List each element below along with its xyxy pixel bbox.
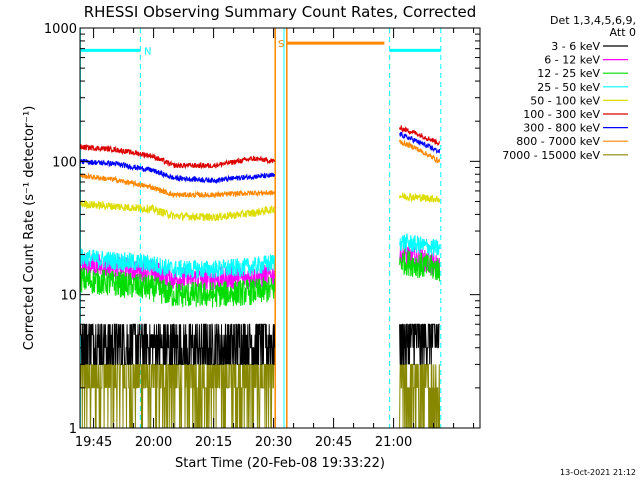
plot-frame (79, 27, 481, 429)
series-line (399, 233, 441, 257)
series-line (399, 138, 441, 164)
y-tick-label: 100 (52, 155, 77, 170)
x-axis-label: Start Time (20-Feb-08 19:33:22) (175, 456, 385, 471)
annotation-label: N (144, 46, 151, 57)
legend-header: Att 0 (610, 26, 636, 39)
legend-entry-label: 300 - 800 keV (523, 122, 600, 135)
x-axis: 19:45 20:00 20:15 20:30 20:45 21:00 (75, 28, 475, 450)
legend-entry-label: 25 - 50 keV (537, 81, 600, 94)
legend-entry-label: 12 - 25 keV (537, 67, 600, 80)
y-tick-label: 1 (69, 422, 77, 437)
footer-timestamp: 13-Oct-2021 21:12 (560, 468, 636, 477)
x-tick-label: 20:00 (135, 435, 172, 450)
series-line (79, 248, 276, 280)
legend-entry-label: 7000 - 15000 keV (502, 149, 600, 162)
legend-entry-label: 800 - 7000 keV (516, 135, 600, 148)
x-tick-label: 20:30 (255, 435, 292, 450)
annotation-label: S (278, 39, 284, 50)
x-tick-label: 20:45 (315, 435, 352, 450)
plot-area: NS (79, 28, 442, 429)
series-line (79, 143, 276, 170)
series-line (399, 323, 440, 365)
series-line (399, 363, 441, 429)
series-line (399, 248, 441, 282)
x-tick-label: 21:00 (375, 435, 412, 450)
series-line (399, 124, 441, 146)
x-tick-label: 20:15 (195, 435, 232, 450)
series-line (79, 323, 276, 365)
y-axis: 1 10 100 1000 (44, 22, 480, 437)
legend-entry-label: 100 - 300 keV (523, 108, 600, 121)
legend-entry-label: 50 - 100 keV (530, 94, 600, 107)
legend-header: Det 1,3,4,5,6,9, (550, 14, 636, 27)
series-line (79, 158, 276, 185)
series-line (399, 131, 441, 155)
chart-title: RHESSI Observing Summary Count Rates, Co… (84, 3, 477, 21)
series-line (79, 172, 276, 199)
series-line (79, 363, 275, 429)
x-tick-label: 19:45 (75, 435, 112, 450)
series-line (79, 267, 276, 308)
series-line (399, 192, 441, 203)
series-line (79, 199, 276, 222)
y-axis-label: Corrected Count Rate (s⁻¹ detector⁻¹) (22, 106, 37, 351)
legend-entry-label: 3 - 6 keV (551, 40, 600, 53)
y-tick-label: 1000 (44, 22, 77, 37)
legend-entry-label: 6 - 12 keV (544, 54, 600, 67)
y-tick-label: 10 (60, 289, 77, 304)
